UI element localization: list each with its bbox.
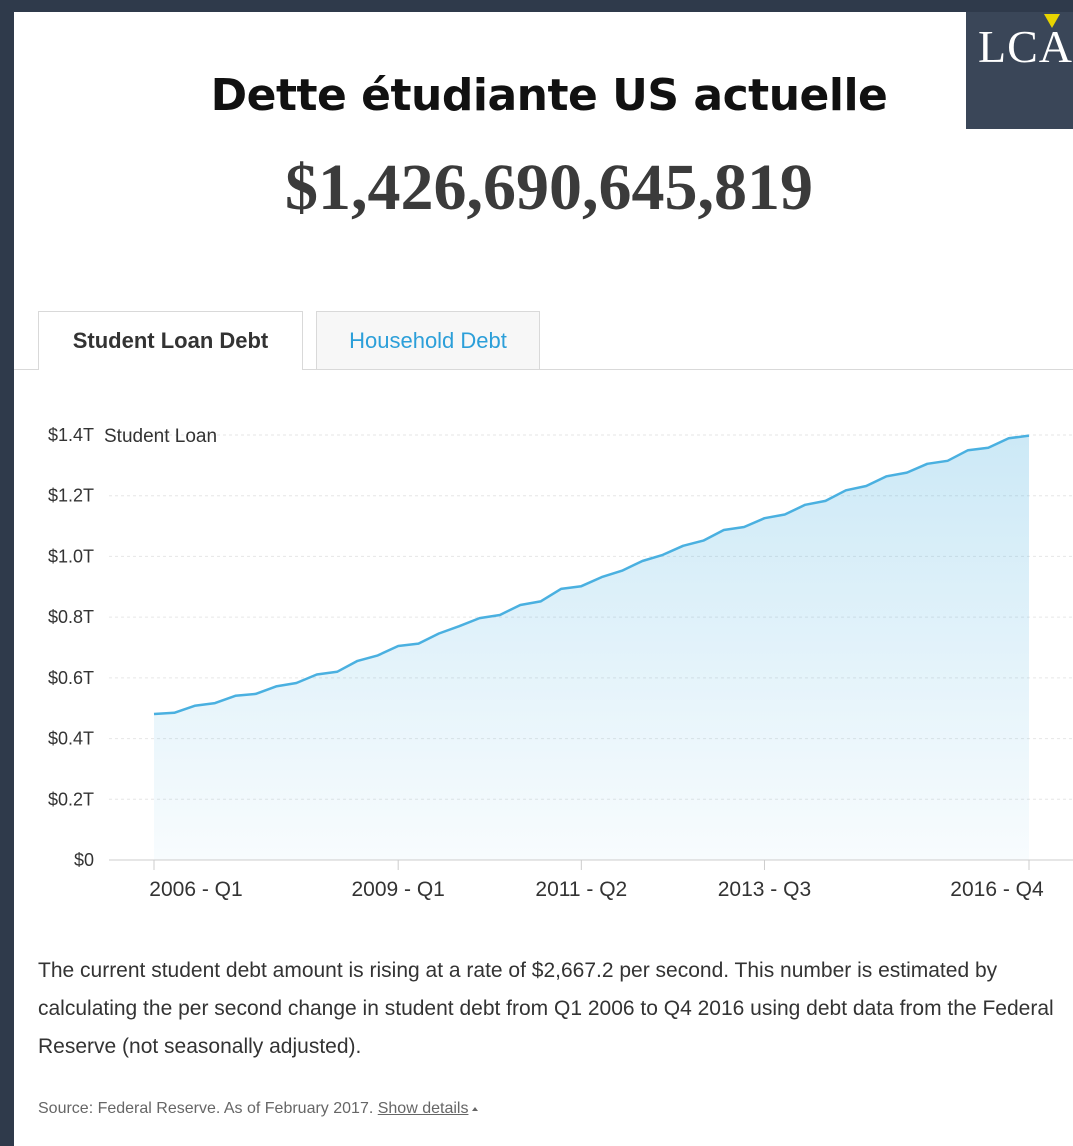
frame-top	[0, 0, 1073, 12]
logo-text: LCA	[978, 21, 1073, 72]
y-tick-label: $0.4T	[48, 729, 94, 749]
x-tick-label: 2016 - Q4	[950, 878, 1044, 901]
source-line: Source: Federal Reserve. As of February …	[38, 1100, 479, 1118]
y-tick-label: $1.0T	[48, 546, 94, 566]
caret-up-icon	[472, 1106, 479, 1111]
debt-amount: $1,426,690,645,819	[285, 151, 813, 224]
x-tick-label: 2013 - Q3	[718, 878, 811, 901]
y-tick-label: $1.4T	[48, 425, 94, 445]
y-tick-label: $1.2T	[48, 486, 94, 506]
student-loan-chart: $0 $0.2T $0.4T $0.6T $0.8T $1.0T $1.2T $1.4T St…	[48, 425, 1073, 901]
tabs-divider	[14, 369, 1073, 370]
x-tick-label: 2011 - Q2	[535, 878, 627, 901]
x-axis: 2006 - Q1 2009 - Q1 2011 - Q2 2013 - Q3 2016…	[149, 860, 1044, 901]
page-title: Dette étudiante US actuelle	[210, 70, 888, 121]
description: The current student debt amount is risin…	[38, 959, 1054, 1058]
y-tick-label: $0.6T	[48, 668, 94, 688]
show-details-link[interactable]: Show details	[377, 1100, 469, 1117]
y-axis: $0 $0.2T $0.4T $0.6T $0.8T $1.0T $1.2T $1.4T	[48, 425, 94, 870]
y-tick-label: $0	[74, 850, 94, 870]
tab-student-loan-debt[interactable]: Student Loan Debt	[38, 311, 303, 370]
series-label: Student Loan	[104, 426, 217, 447]
source-text: Source: Federal Reserve. As of February …	[38, 1100, 374, 1117]
logo-accent-icon	[1044, 14, 1060, 28]
y-tick-label: $0.2T	[48, 789, 94, 809]
x-tick-label: 2009 - Q1	[351, 878, 444, 901]
tab-household-debt[interactable]: Household Debt	[316, 311, 540, 369]
series-area	[154, 435, 1029, 860]
frame-left	[0, 0, 14, 1146]
x-tick-label: 2006 - Q1	[149, 878, 242, 901]
series-line	[153, 434, 1030, 716]
logo: LCA	[966, 12, 1073, 129]
y-tick-label: $0.8T	[48, 607, 94, 627]
